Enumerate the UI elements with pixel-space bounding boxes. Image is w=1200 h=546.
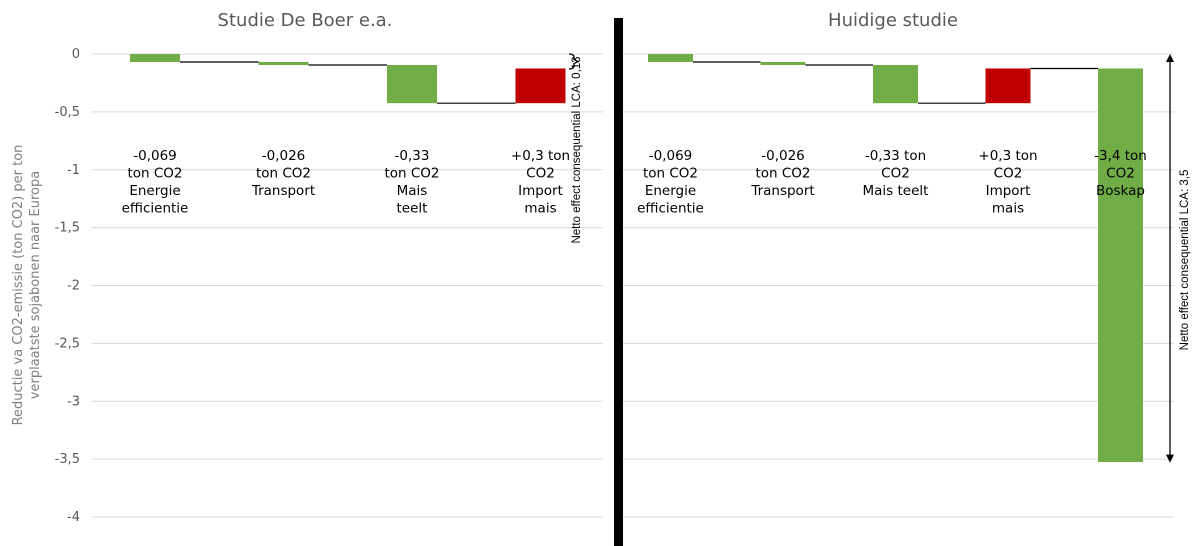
y-tick-label: -3 [67,394,80,409]
category-label: Energie [645,183,696,199]
panel-title-de-boer: Studie De Boer e.a. [218,10,393,31]
bar [760,61,806,65]
category-label: ton CO2 [256,166,311,182]
category-label: CO2 [881,166,910,182]
y-tick-label: -4 [67,510,80,525]
category-label: ton CO2 [384,166,439,182]
y-tick-label: -2 [67,279,80,294]
category-label: mais [524,201,556,217]
category-label: ton CO2 [127,166,182,182]
bar [873,64,918,104]
category-label: Mais [397,183,428,199]
net-effect-annotation: Netto effect consequential LCA: 0,13 [571,56,583,243]
category-label: Energie [129,183,180,199]
y-tick-label: -1 [67,163,80,178]
category-label: -0,069 [133,148,177,164]
bar [648,54,693,62]
category-label: ton CO2 [755,166,810,182]
net-effect-annotation: Netto effect consequential LCA: 3,5 [1179,170,1191,351]
category-label: +0,3 ton [978,148,1037,164]
y-axis-label-line1: Reductie va CO2-emissie (ton CO2) per to… [11,145,26,426]
panel-divider [614,18,623,546]
bar [985,68,1031,104]
category-label: +0,3 ton [511,148,570,164]
bar [387,64,437,104]
bar [515,68,566,104]
bar [130,54,180,62]
category-label: efficientie [122,201,189,217]
category-label: CO2 [1106,166,1135,182]
category-label: -0,026 [262,148,306,164]
category-label: mais [992,201,1024,217]
category-label: CO2 [526,166,555,182]
category-label: efficientie [637,201,704,217]
y-axis-label-line2: verplaatste sojabonen naar Europa [28,171,43,399]
y-axis-ticks: 0 -0,5 -1 -1,5 -2 -2,5 -3 -3,5 -4 [55,47,80,525]
category-label: Import [986,183,1031,199]
category-label: CO2 [994,166,1023,182]
arrow-head-top [1166,54,1174,62]
arrow-head-bottom [1166,454,1174,463]
bar [1098,68,1143,463]
y-axis-label: Reductie va CO2-emissie (ton CO2) per to… [11,145,43,426]
y-tick-label: -2,5 [55,336,80,351]
category-label: Mais teelt [863,183,929,199]
y-tick-label: -1,5 [55,221,80,236]
y-tick-label: 0 [72,47,80,62]
category-label: Boskap [1096,183,1145,199]
category-label: -0,33 [395,148,430,164]
net-effect-brace [568,53,580,70]
y-tick-label: -0,5 [55,105,80,120]
category-label: -0,33 ton [865,148,926,164]
category-label: Transport [750,183,814,199]
category-label: ton CO2 [643,166,698,182]
category-label: -0,069 [649,148,693,164]
bar [258,61,309,65]
y-tick-label: -3,5 [55,452,80,467]
category-label: teelt [397,201,428,217]
category-label: -3,4 ton [1094,148,1147,164]
panel-title-huidige-studie: Huidige studie [828,10,958,31]
category-label: Transport [251,183,315,199]
category-label: Import [518,183,563,199]
category-label: -0,026 [761,148,805,164]
